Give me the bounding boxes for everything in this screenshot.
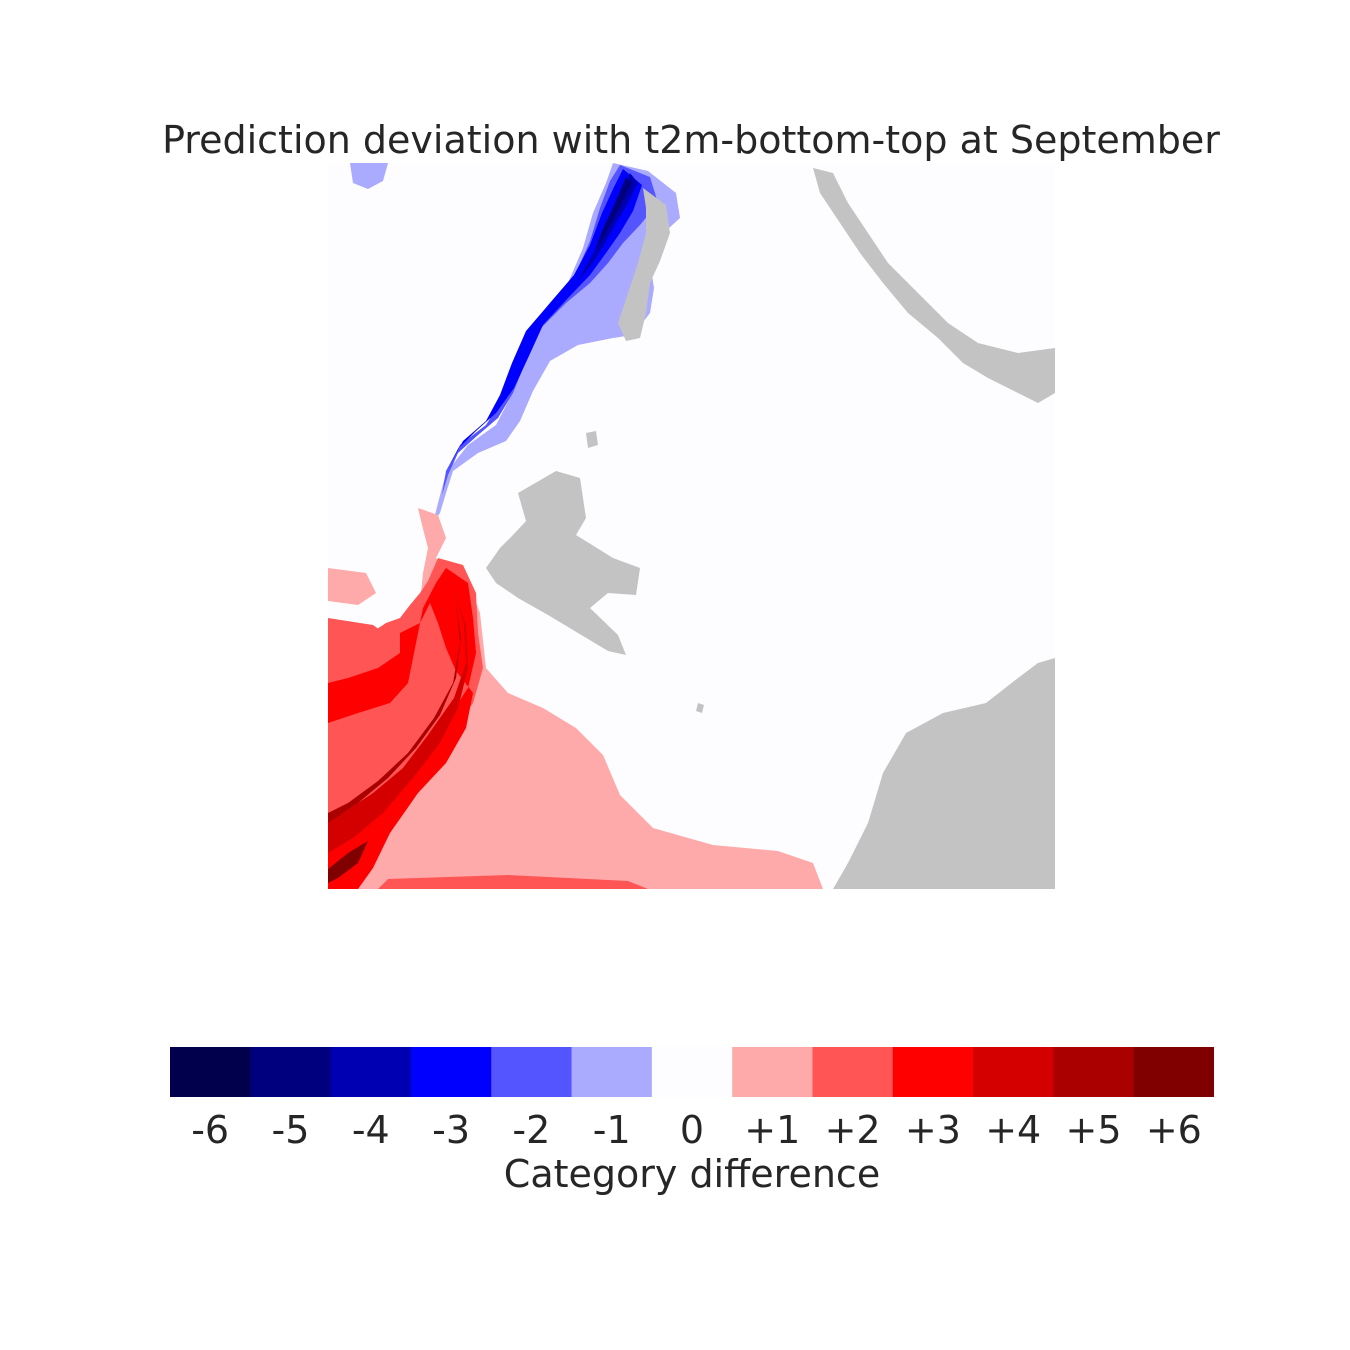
colorbar-segment <box>973 1047 1054 1097</box>
colorbar-tick-label: -1 <box>593 1108 631 1152</box>
deviation-map <box>328 163 1055 889</box>
land-greenland-coast <box>618 188 670 341</box>
colorbar <box>170 1047 1214 1097</box>
colorbar-segment <box>410 1047 492 1097</box>
minus-1-patch-north <box>350 163 388 189</box>
colorbar-segment <box>330 1047 412 1097</box>
colorbar-tick-label: -2 <box>512 1108 550 1152</box>
land-small-island-b <box>696 703 704 713</box>
plus-6-streak <box>328 841 368 883</box>
colorbar-tick-label: +4 <box>985 1108 1041 1152</box>
colorbar-segment <box>170 1047 251 1097</box>
colorbar-tick-label: -3 <box>432 1108 470 1152</box>
minus-1-zone <box>433 163 680 523</box>
colorbar-label: Category difference <box>503 1152 881 1196</box>
colorbar-ticks: -6 -5 -4 -3 -2 -1 0 +1 +2 +3 +4 +5 +6 <box>191 1108 1202 1152</box>
land-franz-josef-novaya-zemlya <box>813 168 1055 403</box>
colorbar-tick-label: 0 <box>680 1108 704 1152</box>
colorbar-segment <box>812 1047 894 1097</box>
colorbar-tick-label: -4 <box>352 1108 390 1152</box>
minus-5-streak <box>594 177 632 253</box>
positive-deviation-region <box>328 508 823 889</box>
chart-title: Prediction deviation with t2m-bottom-top… <box>162 118 1220 162</box>
colorbar-tick-label: +2 <box>825 1108 881 1152</box>
colorbar-segment <box>571 1047 653 1097</box>
land-svalbard <box>486 471 640 655</box>
land-scandinavia <box>833 658 1055 889</box>
colorbar-segment <box>250 1047 332 1097</box>
minus-3-zone <box>450 169 642 465</box>
colorbar-tick-label: -6 <box>191 1108 229 1152</box>
land-masses <box>486 168 1055 889</box>
colorbar-tick-label: +1 <box>744 1108 800 1152</box>
plus-4-streak <box>328 588 468 853</box>
colorbar-tick-label: +3 <box>905 1108 961 1152</box>
land-small-island-a <box>586 431 598 448</box>
colorbar-segment <box>1053 1047 1135 1097</box>
colorbar-tick-label: +6 <box>1146 1108 1202 1152</box>
colorbar-segment <box>732 1047 813 1097</box>
colorbar-segment <box>651 1047 733 1097</box>
colorbar-tick-label: +5 <box>1066 1108 1122 1152</box>
colorbar-segment <box>1133 1047 1214 1097</box>
colorbar-segment <box>892 1047 974 1097</box>
colorbar-segment <box>491 1047 573 1097</box>
negative-deviation-region <box>350 163 680 523</box>
colorbar-tick-label: -5 <box>272 1108 310 1152</box>
